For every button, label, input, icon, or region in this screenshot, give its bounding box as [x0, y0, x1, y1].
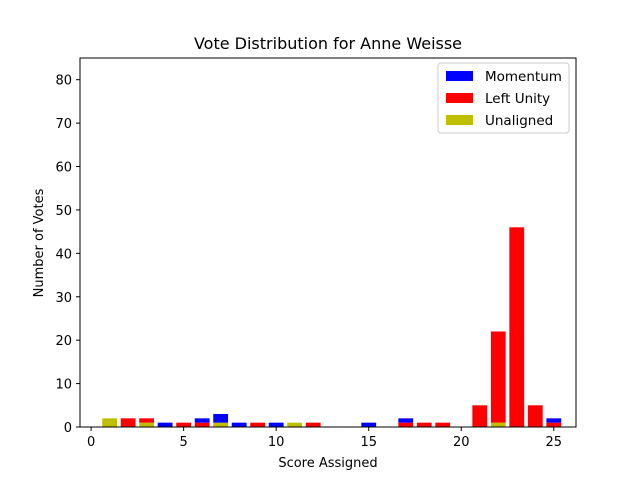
bar-unaligned-score-7: [213, 422, 229, 427]
bar-momentum-score-8: [231, 422, 247, 427]
y-tick-label: 60: [55, 161, 72, 176]
bar-left-unity-score-25: [546, 422, 562, 427]
bar-momentum-score-15: [361, 422, 377, 427]
bar-left-unity-score-21: [472, 405, 488, 427]
bar-left-unity-score-17: [398, 422, 414, 427]
bar-momentum-score-7: [213, 413, 229, 423]
y-tick-label: 80: [55, 74, 72, 89]
bar-momentum-score-4: [157, 422, 173, 427]
y-axis-label: Number of Votes: [32, 188, 47, 297]
x-tick-label: 10: [268, 435, 285, 450]
bar-left-unity-score-9: [250, 422, 266, 427]
bars-layer: [102, 227, 562, 427]
x-tick-label: 15: [360, 435, 377, 450]
y-tick-label: 70: [55, 117, 72, 132]
bar-left-unity-score-12: [305, 422, 321, 427]
legend-swatch-left-unity: [446, 93, 473, 103]
y-tick-label: 30: [55, 291, 72, 306]
y-tick-label: 40: [55, 247, 72, 262]
bar-left-unity-score-24: [527, 405, 543, 427]
x-axis-label: Score Assigned: [278, 456, 377, 471]
y-tick-label: 20: [55, 334, 72, 349]
bar-left-unity-score-5: [176, 422, 192, 427]
bar-left-unity-score-19: [435, 422, 451, 427]
legend-label-left-unity: Left Unity: [485, 91, 550, 107]
y-tick-label: 0: [64, 421, 72, 436]
bar-left-unity-score-3: [139, 418, 155, 423]
bar-unaligned-score-11: [287, 422, 303, 427]
legend-swatch-unaligned: [446, 115, 473, 125]
bar-unaligned-score-22: [490, 422, 506, 427]
legend-swatch-momentum: [446, 71, 473, 81]
bar-momentum-score-10: [268, 422, 284, 427]
bar-unaligned-score-3: [139, 422, 155, 427]
bar-left-unity-score-23: [509, 227, 525, 427]
x-axis-ticks: 0 5 10 15 20 25: [87, 427, 562, 450]
bar-left-unity-score-2: [120, 418, 136, 427]
x-tick-label: 20: [453, 435, 470, 450]
bar-left-unity-score-22: [490, 331, 506, 423]
y-axis-ticks: 0 10 20 30 40 50 60 70 80: [55, 74, 80, 436]
plot-frame: [79, 57, 577, 428]
legend-label-unaligned: Unaligned: [485, 113, 553, 129]
y-tick-label: 50: [55, 204, 72, 219]
y-tick-label: 10: [55, 378, 72, 393]
x-tick-label: 25: [546, 435, 563, 450]
legend-label-momentum: Momentum: [485, 69, 562, 85]
bar-momentum-score-6: [194, 418, 210, 423]
bar-unaligned-score-1: [102, 418, 118, 427]
bar-left-unity-score-6: [194, 422, 210, 427]
x-tick-label: 0: [87, 435, 95, 450]
legend: Momentum Left Unity Unaligned: [437, 62, 570, 134]
bar-momentum-score-25: [546, 418, 562, 423]
chart-title: Vote Distribution for Anne Weisse: [194, 34, 462, 53]
bar-left-unity-score-18: [416, 422, 432, 427]
bar-momentum-score-17: [398, 418, 414, 423]
x-tick-label: 5: [180, 435, 188, 450]
